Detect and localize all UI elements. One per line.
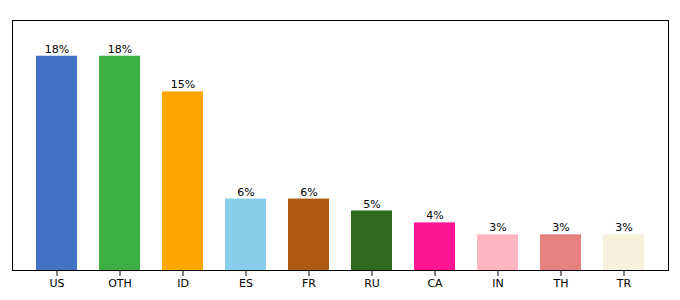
svg-text:IN: IN	[492, 277, 503, 290]
svg-text:6%: 6%	[237, 186, 254, 199]
svg-text:ES: ES	[239, 277, 253, 290]
svg-text:TH: TH	[553, 277, 569, 290]
svg-text:FR: FR	[302, 277, 316, 290]
svg-text:CA: CA	[427, 277, 443, 290]
svg-text:4%: 4%	[426, 209, 443, 222]
svg-text:3%: 3%	[615, 221, 632, 234]
svg-text:3%: 3%	[489, 221, 506, 234]
svg-text:TR: TR	[616, 277, 632, 290]
svg-text:5%: 5%	[363, 197, 380, 210]
svg-text:6%: 6%	[300, 186, 317, 199]
svg-text:15%: 15%	[171, 78, 195, 91]
svg-text:US: US	[49, 277, 64, 290]
svg-text:OTH: OTH	[108, 277, 132, 290]
svg-text:3%: 3%	[552, 221, 569, 234]
svg-text:18%: 18%	[108, 43, 132, 56]
svg-text:ID: ID	[177, 277, 189, 290]
svg-text:18%: 18%	[45, 43, 69, 56]
svg-text:RU: RU	[364, 277, 380, 290]
